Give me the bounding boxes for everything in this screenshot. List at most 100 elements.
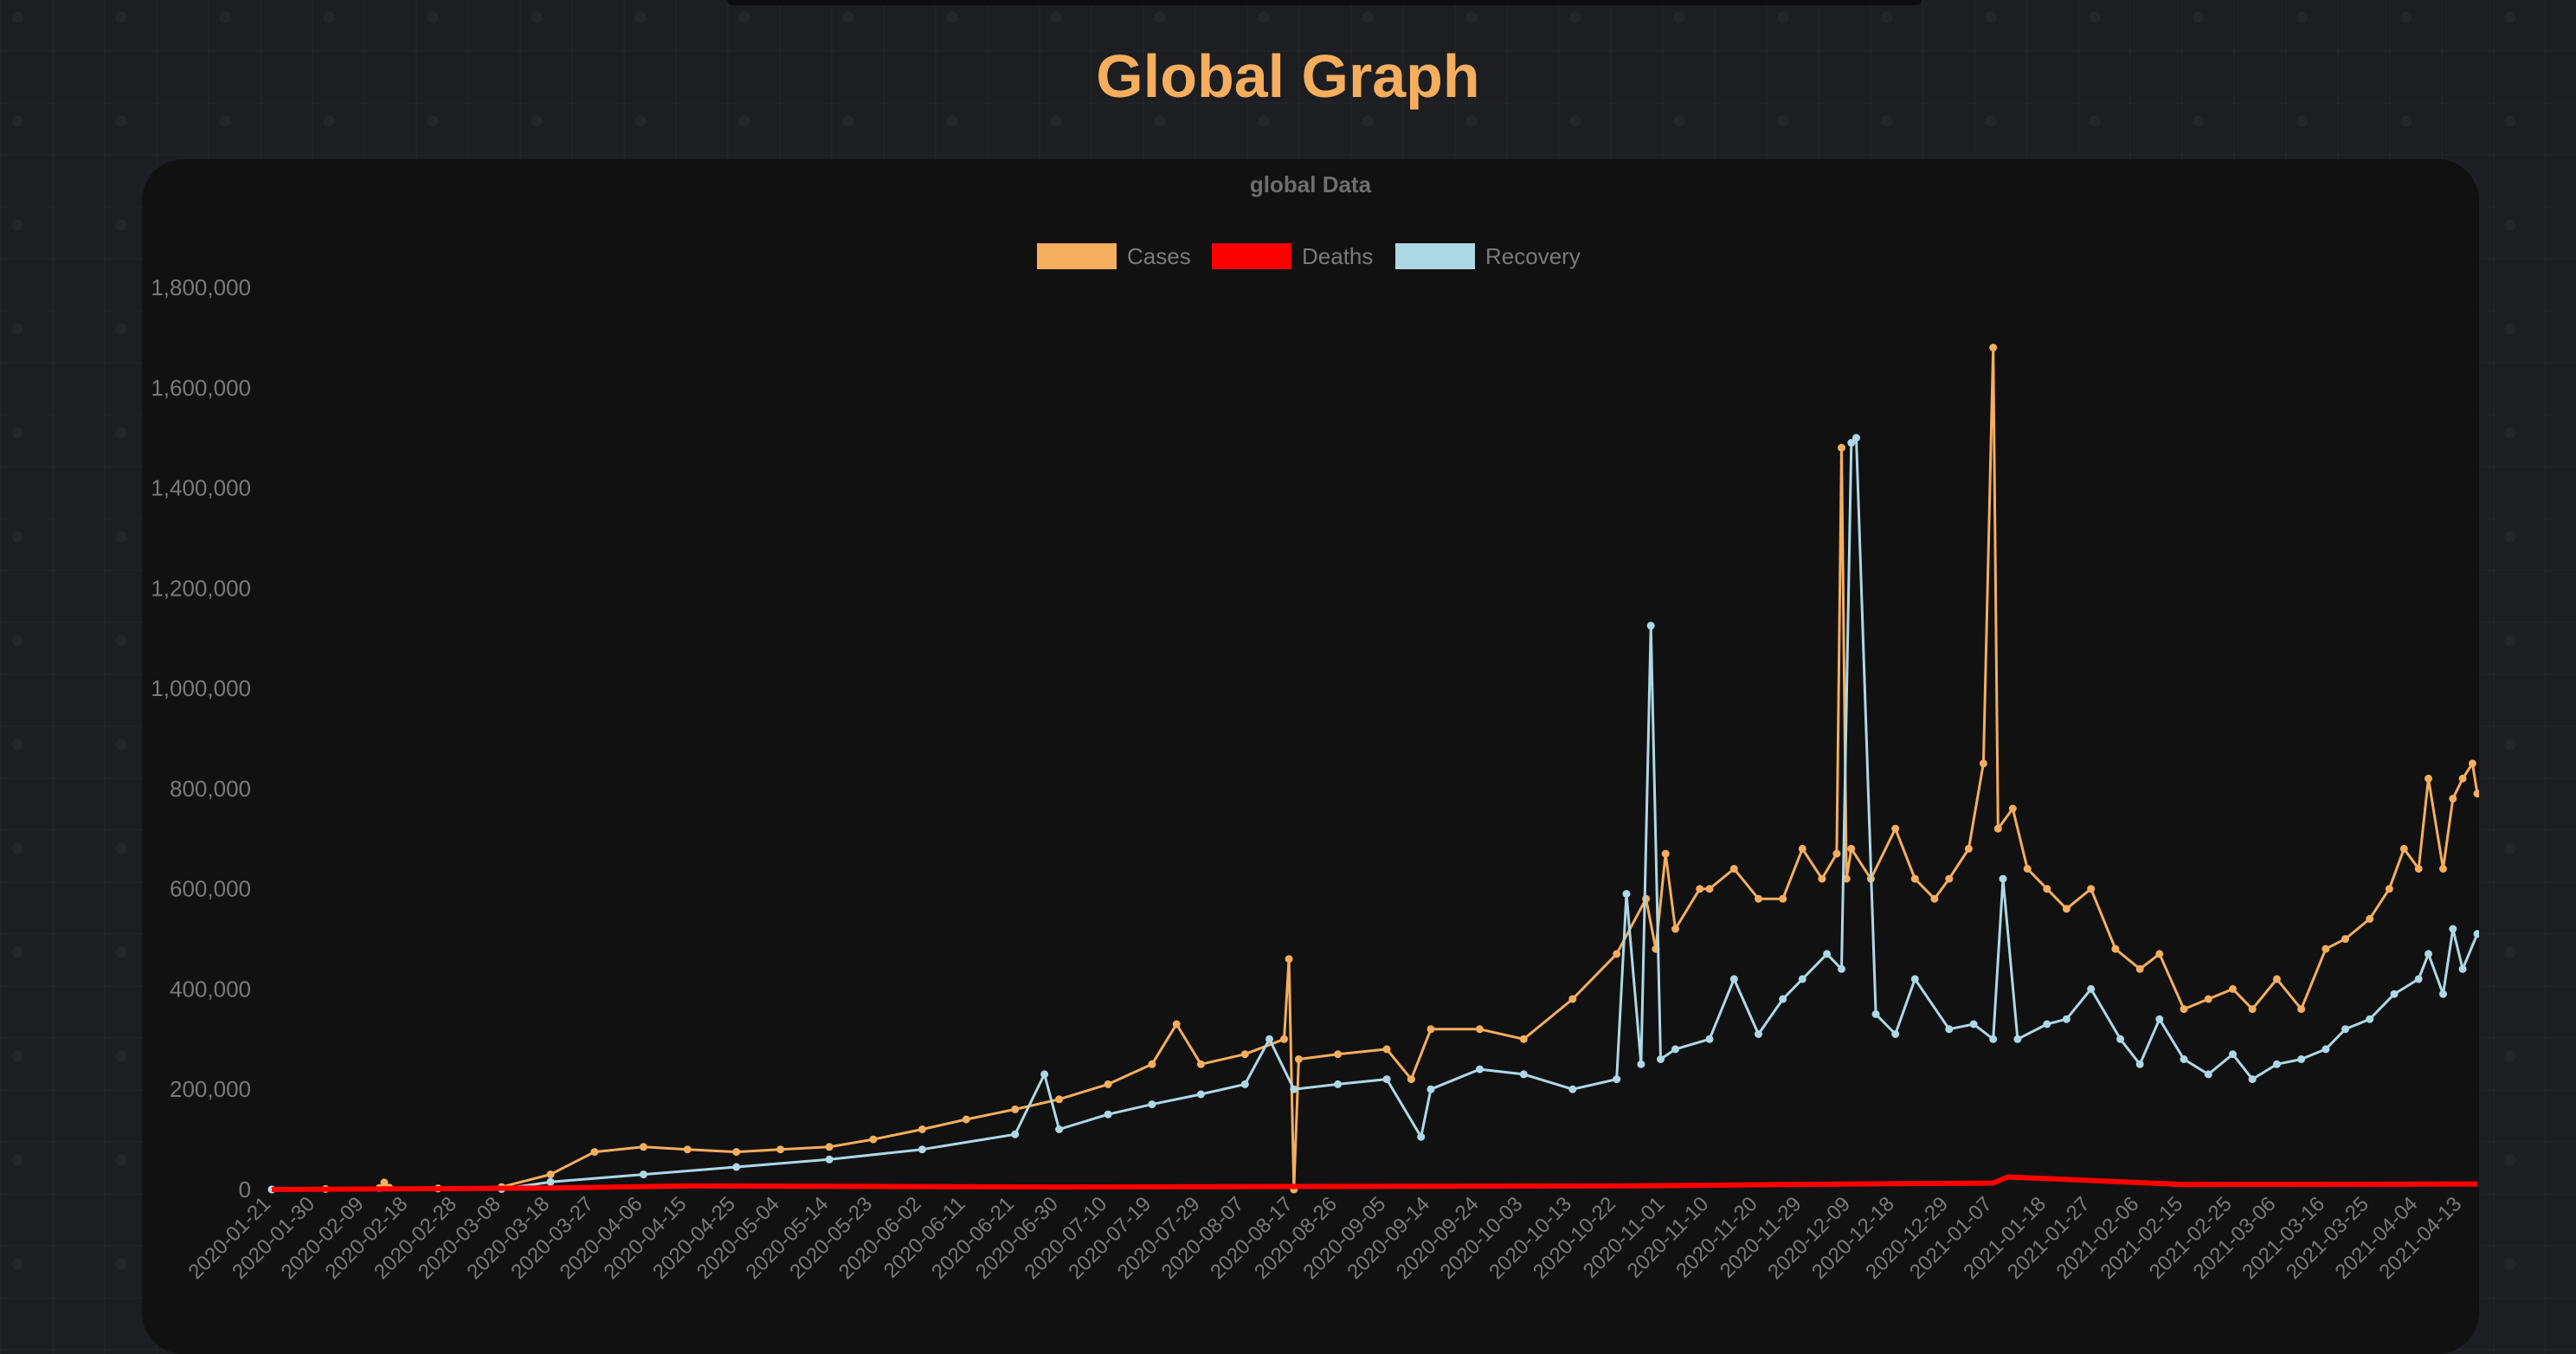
data-point-recovery[interactable] [2425, 950, 2432, 958]
data-point-cases[interactable] [1568, 995, 1577, 1003]
data-point-recovery[interactable] [1705, 1035, 1714, 1043]
data-point-recovery[interactable] [918, 1145, 926, 1154]
data-point-recovery[interactable] [1240, 1080, 1249, 1088]
data-point-cases[interactable] [1055, 1095, 1064, 1104]
data-point-recovery[interactable] [1852, 434, 1860, 442]
data-point-cases[interactable] [1891, 824, 1900, 833]
data-point-cases[interactable] [2458, 774, 2467, 783]
data-point-recovery[interactable] [639, 1170, 647, 1179]
data-point-cases[interactable] [869, 1135, 878, 1144]
data-point-recovery[interactable] [2449, 925, 2457, 933]
data-point-recovery[interactable] [732, 1163, 741, 1171]
data-point-cases[interactable] [2180, 1005, 2188, 1014]
data-point-cases[interactable] [1779, 894, 1787, 903]
data-point-recovery[interactable] [2341, 1025, 2349, 1034]
data-point-recovery[interactable] [1823, 950, 1832, 958]
data-point-cases[interactable] [1705, 885, 1714, 893]
data-point-cases[interactable] [2008, 804, 2017, 813]
data-point-recovery[interactable] [2155, 1015, 2164, 1023]
data-point-recovery[interactable] [2087, 984, 2096, 993]
data-point-recovery[interactable] [1969, 1020, 1978, 1028]
data-point-recovery[interactable] [1999, 874, 2007, 883]
data-point-cases[interactable] [1818, 874, 1826, 883]
data-point-cases[interactable] [2468, 759, 2476, 768]
data-point-cases[interactable] [1661, 849, 1670, 858]
data-point-recovery[interactable] [1011, 1130, 1020, 1138]
data-point-cases[interactable] [1407, 1075, 1415, 1084]
data-point-cases[interactable] [1382, 1045, 1391, 1054]
data-point-cases[interactable] [776, 1145, 785, 1154]
data-point-cases[interactable] [2449, 795, 2457, 803]
data-point-recovery[interactable] [1847, 439, 1856, 447]
data-point-recovery[interactable] [2473, 930, 2480, 938]
data-point-recovery[interactable] [2043, 1020, 2051, 1028]
data-point-recovery[interactable] [1622, 890, 1631, 898]
data-point-cases[interactable] [918, 1125, 926, 1133]
data-point-recovery[interactable] [1417, 1132, 1426, 1141]
data-point-recovery[interactable] [2229, 1050, 2237, 1059]
data-point-cases[interactable] [1011, 1105, 1020, 1113]
data-point-recovery[interactable] [2439, 990, 2447, 998]
data-point-cases[interactable] [1945, 874, 1954, 883]
data-point-recovery[interactable] [1755, 1030, 1762, 1038]
data-point-cases[interactable] [1280, 1035, 1288, 1043]
data-point-recovery[interactable] [1382, 1075, 1391, 1084]
data-point-recovery[interactable] [1989, 1035, 1998, 1043]
data-point-cases[interactable] [1519, 1035, 1528, 1043]
data-point-cases[interactable] [825, 1143, 834, 1151]
data-point-recovery[interactable] [1779, 995, 1787, 1003]
data-point-recovery[interactable] [2322, 1045, 2330, 1054]
data-point-cases[interactable] [1104, 1080, 1112, 1088]
data-point-recovery[interactable] [2013, 1035, 2022, 1043]
data-point-recovery[interactable] [1798, 975, 1806, 983]
legend-swatch-cases[interactable] [1037, 243, 1117, 269]
data-point-cases[interactable] [2366, 914, 2374, 923]
data-point-recovery[interactable] [2062, 1015, 2070, 1023]
data-point-cases[interactable] [1832, 849, 1841, 858]
data-point-cases[interactable] [1148, 1060, 1156, 1068]
data-point-cases[interactable] [1979, 759, 1987, 768]
data-point-cases[interactable] [2248, 1005, 2257, 1014]
data-point-cases[interactable] [2272, 975, 2281, 983]
data-point-cases[interactable] [1964, 844, 1973, 853]
data-point-cases[interactable] [639, 1143, 647, 1151]
data-point-cases[interactable] [590, 1148, 599, 1157]
data-point-cases[interactable] [1798, 844, 1806, 853]
data-point-recovery[interactable] [2116, 1035, 2125, 1043]
data-point-recovery[interactable] [1637, 1060, 1645, 1068]
data-point-recovery[interactable] [2414, 975, 2423, 983]
data-point-recovery[interactable] [1871, 1009, 1880, 1018]
data-point-recovery[interactable] [1657, 1055, 1665, 1063]
data-point-cases[interactable] [1476, 1025, 1484, 1034]
data-point-cases[interactable] [1989, 344, 1998, 351]
data-point-cases[interactable] [2399, 844, 2408, 853]
data-point-recovery[interactable] [1945, 1025, 1954, 1034]
data-point-cases[interactable] [1671, 925, 1679, 933]
data-point-cases[interactable] [2473, 790, 2480, 798]
data-point-cases[interactable] [2297, 1005, 2306, 1014]
data-point-cases[interactable] [1240, 1050, 1249, 1059]
data-point-recovery[interactable] [546, 1177, 555, 1186]
data-point-cases[interactable] [1294, 1055, 1303, 1063]
data-point-cases[interactable] [1755, 894, 1762, 903]
data-point-recovery[interactable] [2135, 1060, 2144, 1068]
data-point-recovery[interactable] [1040, 1070, 1049, 1079]
legend-label-cases[interactable]: Cases [1127, 243, 1191, 269]
data-point-recovery[interactable] [1265, 1035, 1273, 1043]
data-point-cases[interactable] [2341, 935, 2349, 944]
data-point-cases[interactable] [2135, 964, 2144, 973]
data-point-recovery[interactable] [1334, 1080, 1343, 1088]
data-point-cases[interactable] [1613, 950, 1621, 958]
data-point-cases[interactable] [2385, 885, 2393, 893]
data-point-recovery[interactable] [2297, 1055, 2306, 1063]
data-point-recovery[interactable] [1290, 1085, 1298, 1093]
data-point-recovery[interactable] [1148, 1100, 1156, 1109]
data-point-cases[interactable] [2204, 995, 2212, 1003]
data-point-recovery[interactable] [1729, 975, 1738, 983]
data-point-recovery[interactable] [2180, 1055, 2188, 1063]
data-point-cases[interactable] [380, 1178, 389, 1187]
legend-label-deaths[interactable]: Deaths [1302, 243, 1373, 269]
data-point-cases[interactable] [2229, 984, 2237, 993]
data-point-cases[interactable] [2087, 885, 2096, 893]
data-point-recovery[interactable] [2458, 964, 2467, 973]
